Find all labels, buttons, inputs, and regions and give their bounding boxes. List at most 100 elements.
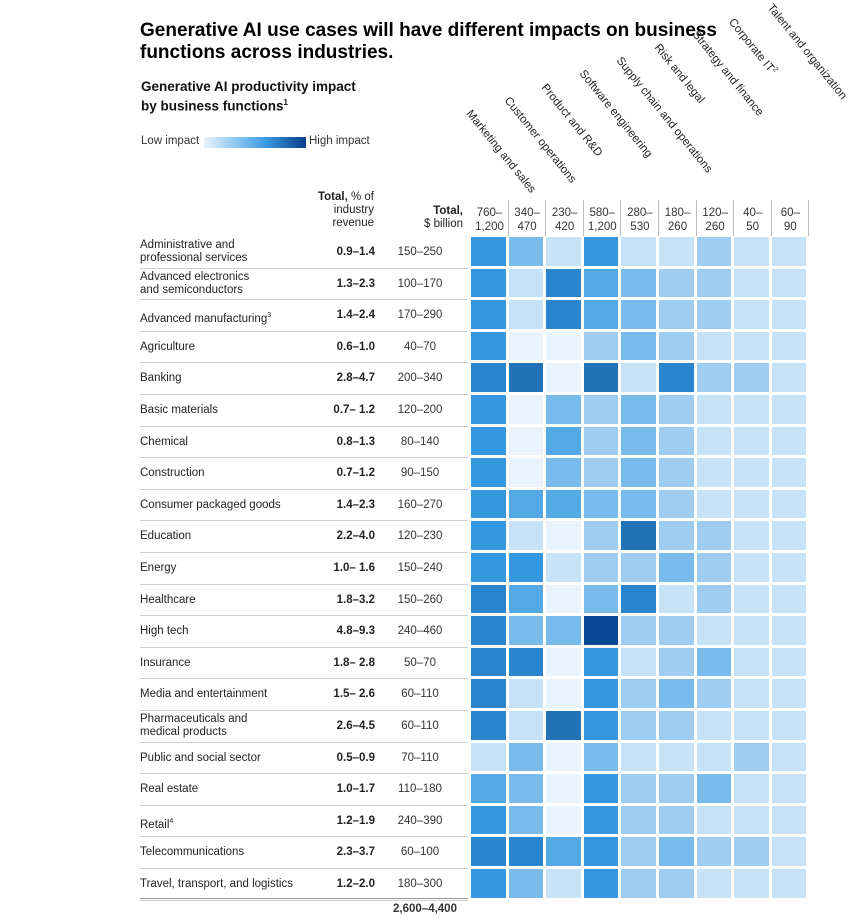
industry-name-line: Energy (140, 562, 177, 574)
industry-footnote: 3 (267, 312, 272, 320)
heatmap-cell (546, 521, 581, 550)
heatmap-cell (508, 237, 544, 266)
heatmap-cell (471, 395, 506, 424)
range-low: 280– (627, 207, 653, 219)
industry-revenue-share: 0.9–1.4 (336, 246, 375, 258)
function-value-range: 340– 470 (509, 206, 546, 234)
heatmap-cell (546, 426, 581, 456)
heatmap-cell (771, 679, 807, 708)
heatmap-cell (659, 647, 694, 677)
industry-name: Telecommunications (140, 846, 315, 859)
heatmap-cell (659, 300, 694, 329)
heatmap-cell (583, 300, 619, 329)
row-divider (140, 425, 468, 427)
heatmap-cell (659, 553, 694, 582)
industry-name-line: Advanced manufacturing (140, 313, 268, 326)
heatmap-cell (734, 458, 769, 487)
heatmap-cell (771, 553, 807, 582)
heatmap-cell (546, 869, 581, 898)
heatmap-cell (659, 679, 694, 708)
industry-name-line: Banking (140, 372, 182, 385)
heatmap-cell (508, 711, 544, 740)
heatmap-cell (621, 837, 656, 866)
industry-name: Real estate (140, 783, 315, 796)
heatmap-cell (621, 742, 656, 772)
row-divider (140, 267, 468, 269)
industry-name-line: Insurance (140, 656, 191, 669)
heatmap-cell (471, 869, 506, 898)
heatmap-cell (546, 553, 581, 582)
industry-name-line: Advanced electronics (140, 270, 250, 283)
range-high: 530 (630, 221, 650, 233)
industry-row: Pharmaceuticals and medical products 2.6–4… (140, 711, 468, 743)
industry-name: Banking (140, 372, 315, 385)
range-low: 60– (780, 207, 800, 219)
heatmap-cell (583, 616, 619, 645)
heatmap-cell (734, 521, 769, 550)
heatmap-cell (546, 774, 581, 803)
heatmap-cell (621, 805, 656, 835)
heatmap-cell (696, 679, 732, 708)
industry-name: Insurance (140, 657, 315, 670)
heatmap-cell (508, 458, 544, 487)
total-header-bold: Total, (433, 205, 463, 217)
heatmap-cell (771, 489, 807, 519)
industry-total-value: 80–140 (400, 435, 440, 448)
heatmap-cell (583, 521, 619, 550)
industry-revenue-share: 1.0–1.7 (336, 783, 375, 796)
industry-row: Education 2.2–4.0 120–230 (140, 521, 468, 553)
industry-name: Pharmaceuticals and medical products (140, 713, 315, 739)
heatmap-cell (696, 268, 732, 298)
heatmap-cell (508, 679, 544, 708)
heatmap-cell (583, 711, 619, 740)
function-separator (733, 200, 735, 236)
function-value-range: 760– 1,200 (471, 206, 508, 234)
heatmap-cell (583, 837, 619, 866)
heatmap-cell (771, 742, 807, 772)
subtitle-text: Generative AI productivity impact by bus… (141, 79, 356, 114)
heatmap-cell (659, 837, 694, 866)
heatmap-cell (546, 363, 581, 392)
range-low: 120– (702, 207, 728, 219)
heatmap-cell (471, 553, 506, 582)
row-divider (140, 804, 468, 806)
revenue-header-rest: % of industry revenue (332, 191, 374, 229)
heatmap-cell (659, 331, 694, 361)
row-divider (140, 615, 468, 617)
row-divider (140, 394, 468, 395)
industry-revenue-share: 0.7–1.2 (336, 467, 375, 480)
industry-name: Advanced electronics and semiconductors (140, 271, 315, 297)
heatmap-cell (471, 742, 506, 772)
heatmap-cell (546, 489, 581, 519)
heatmap-cell (471, 679, 506, 708)
row-divider (140, 330, 468, 332)
industry-total-value: 160–270 (397, 498, 443, 511)
heatmap-cell (734, 395, 769, 424)
heatmap-cell (696, 805, 732, 835)
heatmap-cell (696, 521, 732, 550)
industry-revenue-share: 2.8–4.7 (336, 372, 375, 385)
function-value-range: 40– 50 (734, 206, 771, 234)
range-high: 470 (517, 221, 537, 233)
heatmap-cell (471, 489, 506, 519)
heatmap-cell (508, 774, 544, 803)
heatmap-cell (734, 426, 769, 456)
function-name: Supply chain and operations (614, 55, 715, 176)
industry-row: High tech 4.8–9.3 240–460 (140, 616, 468, 648)
industry-row: Healthcare 1.8–3.2 150–260 (140, 585, 468, 617)
heatmap-cell (583, 647, 619, 677)
industry-total-value: 100–170 (397, 277, 443, 290)
heatmap-cell (771, 616, 807, 645)
heatmap-cell (508, 616, 544, 645)
heatmap-cell (546, 679, 581, 708)
industry-name: Travel, transport, and logistics (140, 878, 315, 891)
range-high: 260 (705, 221, 725, 233)
industry-name: Administrative and professional services (140, 239, 315, 265)
heatmap-cell (508, 331, 544, 361)
heatmap-cell (471, 647, 506, 677)
chart-title: Generative AI use cases will have differ… (140, 20, 717, 63)
heatmap-cell (734, 363, 769, 392)
industry-revenue-share: 0.8–1.3 (336, 435, 375, 448)
heatmap-cell (696, 774, 732, 803)
revenue-header-bold: Total, (317, 191, 348, 203)
